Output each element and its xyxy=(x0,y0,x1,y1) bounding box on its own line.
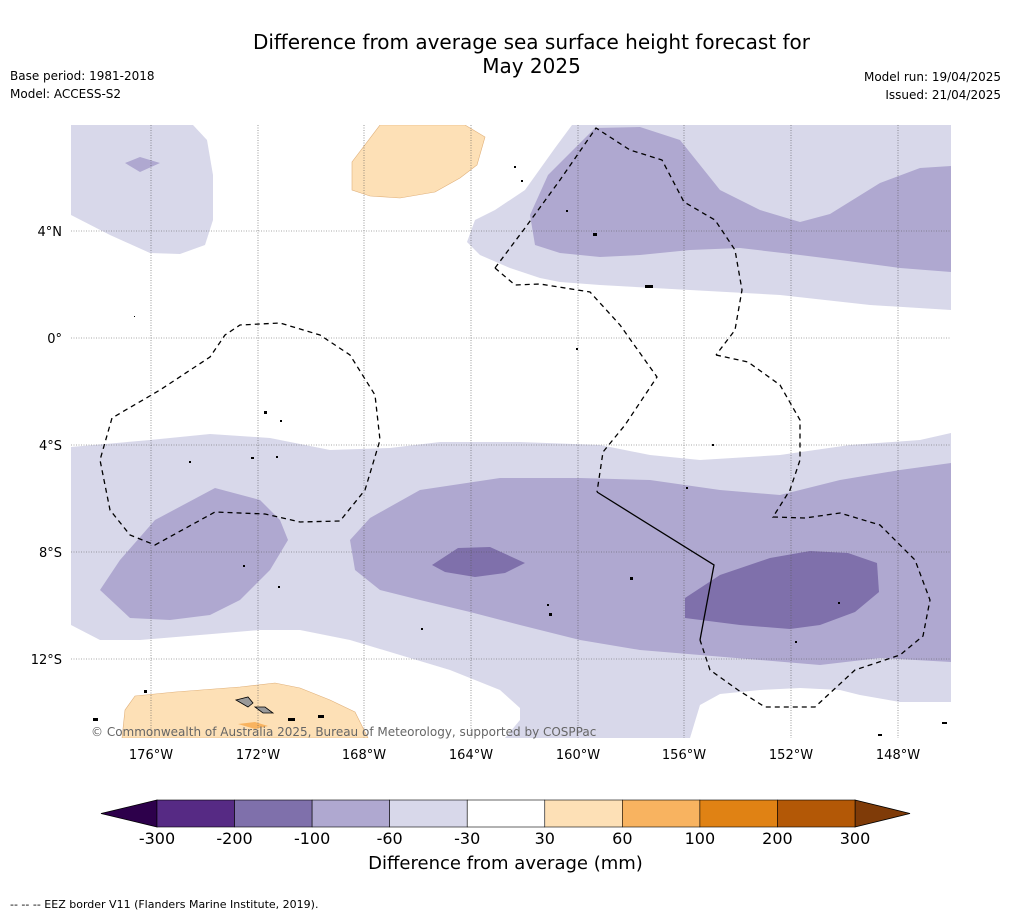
eez-border-east xyxy=(699,354,931,708)
lon-label-172w: 172°W xyxy=(236,748,280,763)
islands xyxy=(93,166,947,736)
colorbar-swatch xyxy=(699,799,778,828)
colorbar-tick-labels: -300 -200 -100 -60 -30 30 60 100 200 300 xyxy=(139,829,870,848)
issued-text: Issued: 21/04/2025 xyxy=(885,88,1001,102)
colorbar-swatch xyxy=(466,799,546,828)
colorbar-swatch xyxy=(389,799,468,828)
lon-label-176w: 176°W xyxy=(129,748,173,763)
lat-label-4s: 4°S xyxy=(39,439,62,454)
eez-border-north xyxy=(494,267,658,493)
colorbar-tick-label: 300 xyxy=(840,829,871,848)
colorbar-tick-label: 100 xyxy=(685,829,716,848)
lat-label-12s: 12°S xyxy=(31,653,62,668)
colorbar-swatch xyxy=(777,799,856,828)
lon-label-160w: 160°W xyxy=(556,748,600,763)
colorbar-over-arrow xyxy=(854,799,911,828)
anomaly-region-dark-central xyxy=(432,547,525,577)
anomaly-region-positive-north xyxy=(351,125,486,199)
colorbar-swatch xyxy=(544,799,623,828)
colorbar-under-arrow xyxy=(100,799,158,828)
lon-label-168w: 168°W xyxy=(342,748,386,763)
colorbar-tick-label: -30 xyxy=(454,829,480,848)
lon-label-156w: 156°W xyxy=(662,748,706,763)
anomaly-region-light-northwest xyxy=(71,125,213,254)
colorbar-swatch xyxy=(234,799,313,828)
longitude-labels: 176°W 172°W 168°W 164°W 160°W 156°W 152°… xyxy=(129,748,920,763)
colorbar-tick-label: 200 xyxy=(762,829,793,848)
anomaly-region-dark-east xyxy=(685,551,879,629)
colorbar-tick-label: -100 xyxy=(294,829,330,848)
anomaly-region-medium-northeast xyxy=(530,127,951,272)
colorbar-tick-label: 60 xyxy=(612,829,632,848)
map-title-line-1: Difference from average sea surface heig… xyxy=(252,30,811,54)
lat-label-0: 0° xyxy=(47,332,62,347)
base-period-info: Base period: 1981-2018 Model: ACCESS-S2 xyxy=(10,67,155,103)
eez-border-west xyxy=(99,322,381,546)
model-text: Model: ACCESS-S2 xyxy=(10,87,122,101)
colorbar-label: Difference from average (mm) xyxy=(368,853,643,874)
colorbar-tick-label: -200 xyxy=(216,829,252,848)
lon-label-152w: 152°W xyxy=(769,748,813,763)
anomaly-region-positive-islet xyxy=(238,722,268,729)
samoa-island-1 xyxy=(234,696,254,708)
colorbar-swatch xyxy=(156,799,235,828)
eez-legend-text: -- -- -- EEZ border V11 (Flanders Marine… xyxy=(10,898,319,911)
colorbar-tick-label: 30 xyxy=(535,829,555,848)
colorbar-swatch xyxy=(311,799,390,828)
colorbar-tick-label: -300 xyxy=(139,829,175,848)
lat-label-4n: 4°N xyxy=(38,225,63,240)
colorbar-swatch xyxy=(622,799,701,828)
anomaly-region-positive-south xyxy=(121,682,369,738)
run-info: Model run: 19/04/2025 Issued: 21/04/2025 xyxy=(864,68,1001,104)
eez-border-north-2 xyxy=(494,127,743,356)
map-title-line-2: May 2025 xyxy=(482,54,581,78)
map-panel xyxy=(71,125,951,738)
samoa-island-2 xyxy=(253,706,275,714)
maritime-boundary-solid xyxy=(596,491,715,641)
model-run-text: Model run: 19/04/2025 xyxy=(863,70,1001,84)
eez-borders xyxy=(99,127,931,708)
base-period-text: Base period: 1981-2018 xyxy=(10,69,155,83)
lat-label-8s: 8°S xyxy=(39,546,62,561)
anomaly-region-medium-west xyxy=(100,488,288,620)
latitude-labels: 4°N 0° 4°S 8°S 12°S xyxy=(31,225,62,668)
lon-label-164w: 164°W xyxy=(449,748,493,763)
lon-label-148w: 148°W xyxy=(876,748,920,763)
copyright-text: © Commonwealth of Australia 2025, Bureau… xyxy=(91,725,596,739)
graticule xyxy=(71,125,951,738)
colorbar-tick-label: -60 xyxy=(377,829,403,848)
map-title: Difference from average sea surface heig… xyxy=(0,30,1011,78)
colorbar xyxy=(100,799,911,828)
